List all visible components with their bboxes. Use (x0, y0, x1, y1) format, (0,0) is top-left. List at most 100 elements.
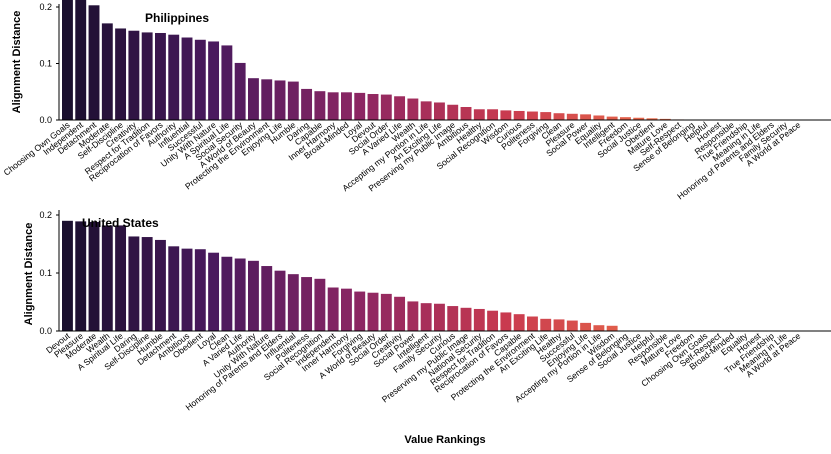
philippines-x-tick-labels: Choosing Own GoalsIndependentDetachmentM… (2, 119, 803, 201)
united-states-bar-intelligent (420, 303, 432, 331)
united-states-bar-creativity (394, 296, 406, 331)
philippines-bar-a-spiritual-life (221, 45, 233, 120)
united-states-bar-influential (287, 274, 299, 331)
united-states-bar-a-world-of-beauty (367, 292, 379, 331)
philippines-y-tick-label: 0.2 (39, 2, 52, 12)
philippines-bar-inner-harmony (327, 92, 339, 120)
philippines-y-tick-label: 0.1 (39, 59, 52, 69)
x-axis-label: Value Rankings (404, 434, 485, 446)
united-states-bar-independent (327, 287, 339, 331)
united-states-y-tick-label: 0.0 (39, 326, 52, 336)
united-states-bar-moderate (88, 221, 100, 331)
philippines-y-tick-label: 0.0 (39, 115, 52, 125)
philippines-panel: 0.0 0.1 0.2 Choosing Own GoalsIndependentD… (2, 0, 831, 201)
united-states-panel: 0.0 0.1 0.2 DevoutPleasureModerateWealthA … (23, 210, 831, 412)
philippines-y-axis-label: Alignment Distance (11, 11, 23, 114)
philippines-bar-social-justice (633, 117, 645, 120)
united-states-bar-ambitious (181, 248, 193, 331)
united-states-chart-title: United States (82, 216, 159, 230)
united-states-bar-healthy (553, 319, 565, 331)
philippines-bar-mature-love (659, 118, 671, 120)
philippines-bar-protecting-the-environment (261, 79, 273, 120)
philippines-bar-politeness (527, 111, 538, 120)
united-states-bar-enjoying-life (580, 322, 592, 331)
united-states-bar-a-varied-life (234, 258, 246, 331)
philippines-bars (62, 0, 685, 121)
united-states-bar-social-power (407, 301, 419, 331)
philippines-bar-a-varied-life (394, 96, 406, 120)
united-states-bar-reciprocation-of-favors (500, 312, 512, 331)
philippines-bar-curious (513, 110, 525, 120)
united-states-bar-honoring-of-parents-and-elders (274, 270, 286, 331)
philippines-bar-social-security (234, 62, 246, 120)
philippines-bar-social-power (580, 114, 592, 120)
philippines-bar-respect-for-tradition (141, 32, 153, 120)
united-states-bar-pleasure (75, 221, 87, 331)
united-states-bar-politeness (301, 277, 313, 331)
united-states-bar-national-security (473, 308, 485, 331)
philippines-bar-freedom (620, 117, 631, 120)
united-states-bar-daring (128, 236, 140, 331)
united-states-y-tick-label: 0.1 (39, 268, 52, 278)
philippines-bar-intelligent (606, 116, 618, 120)
philippines-bar-unity-with-nature (208, 41, 220, 120)
philippines-bar-accepting-my-portion-in-life (420, 101, 432, 120)
philippines-bar-social-recognition (487, 109, 499, 120)
philippines-bar-an-exciting-life (434, 102, 445, 120)
united-states-y-axis-label: Alignment Distance (23, 223, 35, 326)
philippines-y-ticks: 0.0 0.1 0.2 (39, 2, 59, 125)
philippines-bar-wisdom (500, 110, 512, 120)
united-states-bar-obedient (194, 249, 206, 331)
united-states-bar-curious (447, 306, 459, 331)
united-states-bar-unity-with-nature (261, 266, 273, 331)
philippines-bar-clean (553, 113, 565, 120)
philippines-bar-obedient (646, 118, 658, 121)
united-states-bar-respect-for-tradition (487, 310, 499, 331)
united-states-bar-capable (513, 314, 525, 331)
philippines-bar-daring (301, 88, 313, 120)
philippines-bar-capable (314, 91, 326, 120)
united-states-bar-successful (566, 320, 578, 331)
philippines-bar-healthy (473, 109, 485, 120)
united-states-bar-social-recognition (314, 278, 326, 331)
philippines-bar-self-discipline (115, 28, 127, 120)
philippines-bar-influential (181, 37, 193, 121)
united-states-bar-detachment (168, 246, 180, 331)
philippines-bar-loyal (354, 92, 366, 120)
united-states-bar-loyal (208, 252, 220, 331)
united-states-bar-family-security (434, 303, 445, 331)
philippines-bar-authority (168, 34, 180, 120)
united-states-bar-preserving-my-public-image (460, 307, 472, 331)
united-states-bar-social-order (380, 293, 392, 331)
philippines-bar-moderate (101, 23, 113, 121)
philippines-bar-broad-minded (341, 92, 352, 120)
philippines-bar-reciprocation-of-favors (155, 32, 166, 120)
philippines-bar-successful (194, 39, 206, 120)
philippines-bar-equality (593, 115, 605, 120)
philippines-bar-wealth (407, 98, 419, 120)
philippines-bar-creativity (128, 30, 140, 121)
philippines-bar-choosing-own-goals (62, 0, 73, 120)
united-states-bar-self-discipline (141, 237, 153, 331)
united-states-bar-inner-harmony (341, 288, 352, 331)
philippines-bar-humble (287, 81, 299, 120)
philippines-bar-detachment (88, 5, 100, 120)
united-states-bar-forgiving (354, 291, 366, 331)
united-states-bar-a-spiritual-life (115, 225, 127, 331)
philippines-bar-enjoying-life (274, 80, 286, 120)
united-states-bar-protecting-the-environment (527, 316, 538, 331)
philippines-bar-a-world-of-beauty (248, 78, 259, 120)
united-states-bar-devout (62, 220, 73, 331)
philippines-bar-devout (367, 94, 379, 120)
united-states-bars (62, 220, 618, 331)
united-states-y-tick-label: 0.2 (39, 210, 52, 220)
philippines-bar-preserving-my-public-image (447, 104, 459, 120)
philippines-bar-social-order (380, 94, 392, 121)
philippines-chart-title: Philippines (145, 11, 209, 25)
united-states-bar-an-exciting-life (540, 318, 552, 331)
philippines-bar-independent (75, 0, 87, 121)
philippines-bar-forgiving (540, 112, 552, 120)
